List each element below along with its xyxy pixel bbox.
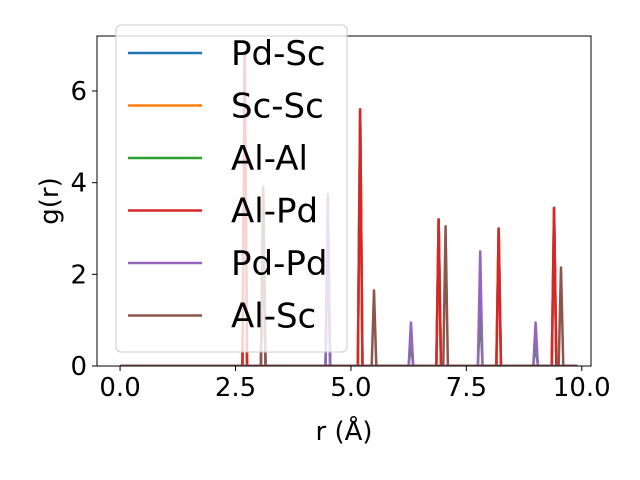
x-tick-label: 5.0: [330, 373, 371, 403]
x-tick-label: 10.0: [553, 373, 611, 403]
legend-label-pd-pd: Pd-Pd: [231, 244, 327, 284]
y-tick-label: 4: [70, 169, 87, 199]
legend-label-al-pd: Al-Pd: [231, 192, 318, 232]
x-tick-label: 7.5: [446, 373, 487, 403]
y-tick-label: 0: [70, 352, 87, 382]
legend-label-pd-sc: Pd-Sc: [231, 34, 326, 74]
legend-label-sc-sc: Sc-Sc: [231, 87, 324, 127]
x-axis-label: r (Å): [315, 415, 372, 447]
legend-label-al-sc: Al-Sc: [231, 297, 316, 337]
y-ticks: 0 2 4 6: [70, 77, 97, 382]
legend-label-al-al: Al-Al: [231, 139, 308, 179]
x-ticks: 0.0 2.5 5.0 7.5 10.0: [99, 366, 611, 403]
y-tick-label: 6: [70, 77, 87, 107]
x-tick-label: 2.5: [215, 373, 256, 403]
legend: Pd-Sc Sc-Sc Al-Al Al-Pd Pd-Pd Al-Sc: [115, 24, 348, 353]
y-axis-label: g(r): [35, 177, 65, 224]
x-tick-label: 0.0: [99, 373, 140, 403]
y-tick-label: 2: [70, 260, 87, 290]
